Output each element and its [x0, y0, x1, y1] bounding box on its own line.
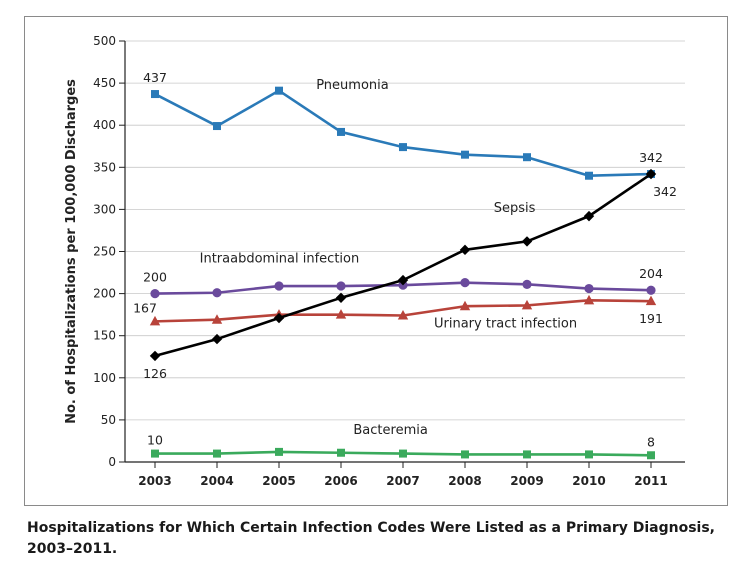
- x-tick-label-2010: 2010: [572, 474, 605, 488]
- point-intraabdominal-infection-2011: [646, 285, 656, 295]
- point-intraabdominal-infection-2010: [584, 283, 594, 294]
- point-urinary-tract-infection-2011: [645, 295, 657, 306]
- series-bacteremia: [151, 447, 655, 460]
- series-name-bacteremia: Bacteremia: [353, 423, 427, 438]
- y-tick-label-500: 500: [93, 34, 116, 48]
- data-label-sepsis-2003: 126: [143, 366, 167, 381]
- line-chart: 0 50 100 150 200 250 300 350 400 450 500 2003 2004 20…: [64, 34, 685, 488]
- point-sepsis-2005: [273, 312, 285, 324]
- point-intraabdominal-infection-2004: [212, 288, 222, 298]
- point-bacteremia-2010: [585, 450, 593, 459]
- point-bacteremia-2008: [461, 450, 469, 459]
- series-name-intraabdominal-infection: Intraabdominal infection: [200, 251, 360, 266]
- point-sepsis-2006: [335, 292, 347, 304]
- y-tick-label-100: 100: [93, 371, 116, 385]
- point-urinary-tract-infection-2007: [397, 309, 409, 320]
- point-bacteremia-2006: [337, 448, 345, 457]
- data-label-sepsis-2011: 342: [653, 184, 677, 199]
- data-label-pneumonia-2003: 437: [143, 70, 167, 85]
- point-sepsis-2009: [521, 236, 533, 247]
- y-tick-label-250: 250: [93, 245, 116, 259]
- point-bacteremia-2011: [647, 451, 655, 460]
- series-sepsis: [149, 168, 657, 362]
- series-lines: [149, 86, 657, 460]
- point-sepsis-2004: [211, 333, 223, 345]
- x-tick-label-2004: 2004: [200, 474, 233, 488]
- point-intraabdominal-infection-2008: [460, 278, 470, 288]
- chart-frame: 0 50 100 150 200 250 300 350 400 450 500 2003 2004 20…: [24, 16, 728, 506]
- data-label-bacteremia-2011: 8: [647, 434, 655, 449]
- y-tick-label-400: 400: [93, 118, 116, 132]
- data-labels: Pneumonia Sepsis Intraabdominal infection U…: [133, 70, 677, 449]
- point-intraabdominal-infection-2003: [150, 289, 160, 299]
- x-tick-label-2011: 2011: [634, 474, 667, 488]
- point-sepsis-2010: [583, 210, 595, 222]
- gridlines: [125, 40, 685, 421]
- point-bacteremia-2003: [151, 449, 159, 458]
- point-urinary-tract-infection-2008: [459, 300, 471, 311]
- y-tick-label-200: 200: [93, 287, 116, 301]
- x-tick-label-2007: 2007: [386, 474, 419, 488]
- point-pneumonia-2006: [337, 127, 345, 136]
- data-label-urinary-tract-infection-2011: 191: [639, 311, 663, 326]
- x-tick-label-2008: 2008: [448, 474, 481, 488]
- y-tick-label-300: 300: [93, 202, 116, 216]
- point-urinary-tract-infection-2009: [521, 299, 533, 310]
- data-label-intraabdominal-infection-2003: 200: [143, 270, 167, 285]
- series-name-urinary-tract-infection: Urinary tract infection: [434, 316, 577, 331]
- data-label-pneumonia-2011: 342: [639, 150, 663, 165]
- y-tick-label-150: 150: [93, 329, 116, 343]
- data-label-bacteremia-2003: 10: [147, 433, 163, 448]
- point-urinary-tract-infection-2003: [149, 315, 161, 326]
- point-sepsis-2003: [149, 350, 161, 362]
- point-intraabdominal-infection-2009: [522, 279, 532, 289]
- line-pneumonia: [154, 89, 652, 178]
- point-pneumonia-2005: [275, 86, 283, 95]
- point-pneumonia-2004: [213, 122, 221, 131]
- point-sepsis-2011: [645, 168, 657, 180]
- series-pneumonia: [151, 86, 655, 180]
- point-bacteremia-2005: [275, 447, 283, 456]
- point-pneumonia-2003: [151, 90, 159, 99]
- y-tick-label-50: 50: [101, 413, 116, 427]
- series-urinary-tract-infection: [149, 294, 657, 326]
- point-bacteremia-2007: [399, 449, 407, 458]
- point-bacteremia-2009: [523, 450, 531, 459]
- point-pneumonia-2007: [399, 143, 407, 152]
- figure-caption: Hospitalizations for Which Certain Infec…: [27, 520, 716, 557]
- point-pneumonia-2008: [461, 150, 469, 159]
- point-urinary-tract-infection-2006: [335, 309, 347, 319]
- series-name-pneumonia: Pneumonia: [316, 78, 389, 93]
- point-urinary-tract-infection-2010: [583, 294, 595, 305]
- y-axis-title: No. of Hospitalizations per 100,000 Disc…: [64, 79, 79, 424]
- point-pneumonia-2010: [585, 171, 593, 180]
- axes: 0 50 100 150 200 250 300 350 400 450 500 2003 2004 20…: [64, 34, 685, 488]
- series-name-sepsis: Sepsis: [494, 201, 536, 216]
- x-tick-label-2005: 2005: [262, 474, 295, 488]
- y-tick-label-450: 450: [93, 76, 116, 90]
- x-tick-label-2003: 2003: [138, 474, 171, 488]
- data-label-intraabdominal-infection-2011: 204: [639, 266, 663, 281]
- point-intraabdominal-infection-2005: [274, 281, 284, 291]
- point-bacteremia-2004: [213, 449, 221, 458]
- point-pneumonia-2009: [523, 153, 531, 162]
- point-urinary-tract-infection-2004: [211, 314, 223, 324]
- y-tick-label-350: 350: [93, 160, 116, 174]
- point-sepsis-2008: [459, 244, 471, 256]
- point-sepsis-2007: [397, 274, 409, 286]
- data-label-urinary-tract-infection-2003: 167: [133, 300, 157, 315]
- y-tick-label-0: 0: [108, 455, 116, 469]
- x-tick-label-2006: 2006: [324, 474, 357, 488]
- x-tick-label-2009: 2009: [510, 474, 543, 488]
- point-intraabdominal-infection-2006: [336, 281, 346, 291]
